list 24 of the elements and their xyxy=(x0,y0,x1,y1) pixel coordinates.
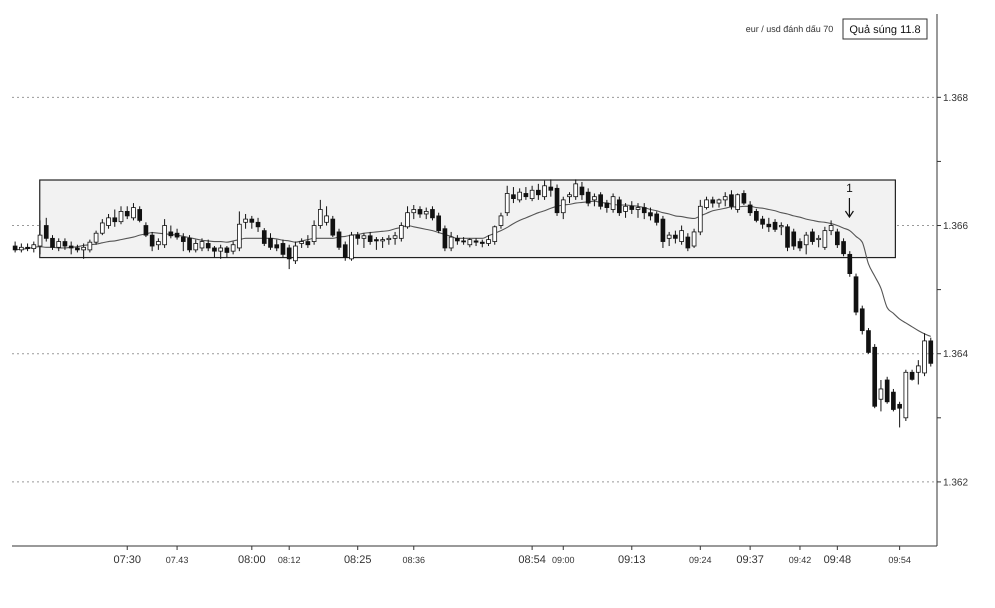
x-tick-label: 09:42 xyxy=(788,555,812,565)
x-tick-label: 09:37 xyxy=(736,554,764,566)
text: eur / usd đánh dấu 70 xyxy=(746,24,834,34)
candlestick xyxy=(498,212,504,230)
y-tick-label: 1.366 xyxy=(943,221,968,232)
x-tick-label: 08:36 xyxy=(402,555,426,565)
annotation: Quả súng 11.8 xyxy=(849,24,921,36)
candlestick xyxy=(847,250,852,278)
x-tick-label: 09:54 xyxy=(888,555,911,565)
x-tick-label: 08:54 xyxy=(518,554,546,566)
y-tick-label: 1.368 xyxy=(943,92,968,104)
annotation: 1 xyxy=(846,181,854,195)
x-tick-label: 09:48 xyxy=(824,554,852,566)
x-tick-label: 09:00 xyxy=(552,555,575,565)
x-tick-label: 07.43 xyxy=(166,555,188,565)
x-tick-label: 08:12 xyxy=(278,555,300,565)
x-tick-label: 09:24 xyxy=(689,555,712,565)
y-tick-label: 1.362 xyxy=(943,477,968,488)
x-tick-label: 09:13 xyxy=(618,554,646,566)
x-tick-label: 08:00 xyxy=(238,554,266,566)
candlestick xyxy=(828,220,834,236)
x-tick-label: 07:30 xyxy=(113,554,141,566)
x-tick-label: 08:25 xyxy=(344,554,372,566)
y-tick-label: 1.364 xyxy=(943,349,968,360)
